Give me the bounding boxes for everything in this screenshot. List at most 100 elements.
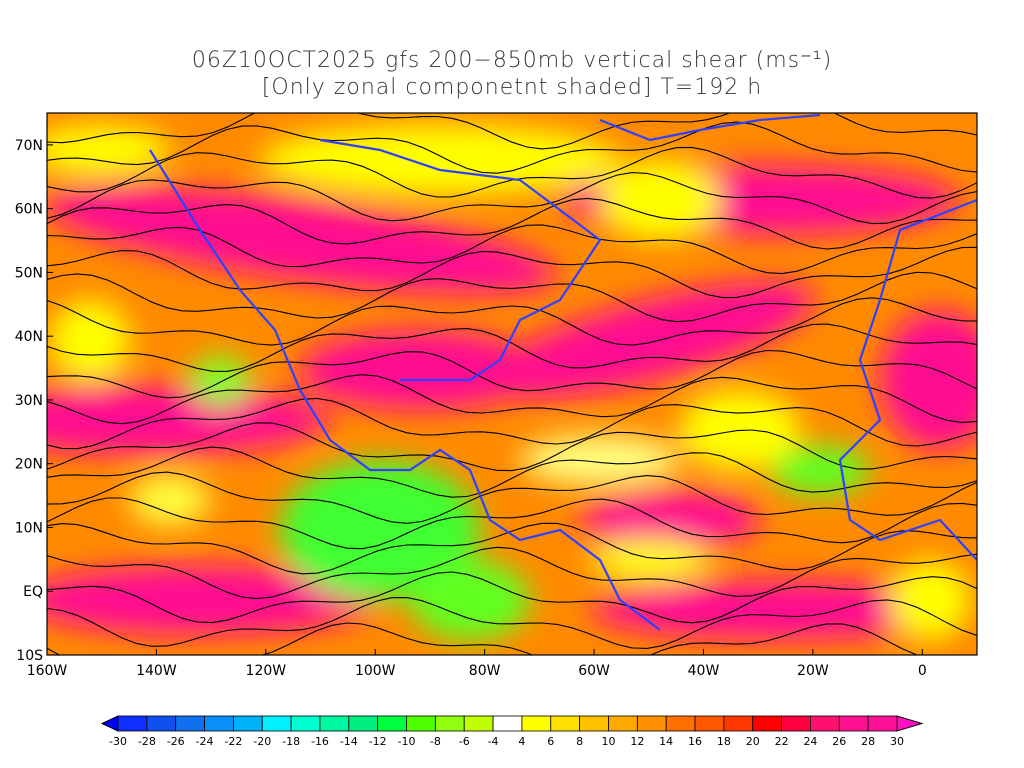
lat-tick-label: 60N: [15, 202, 43, 218]
colorbar-label: -14: [340, 735, 358, 748]
colorbar-swatch: [175, 715, 205, 732]
colorbar-swatch: [636, 715, 667, 732]
colorbar-swatch: [261, 715, 292, 732]
lon-tick-label: 60W: [578, 663, 610, 679]
lat-tick-label: 30N: [15, 393, 43, 409]
colorbar-swatch: [233, 715, 263, 732]
colorbar-label: 16: [688, 735, 702, 748]
streamline: [47, 522, 977, 575]
streamline: [47, 422, 977, 472]
colorbar-swatch: [434, 715, 465, 732]
colorbar-label: 6: [547, 735, 554, 748]
streamline: [47, 622, 920, 655]
streamline: [47, 471, 977, 524]
streamline: [47, 121, 977, 174]
colorbar-swatch: [463, 715, 494, 732]
lat-tick-label: 40N: [15, 329, 43, 345]
streamline: [47, 374, 977, 425]
colorbar-label: -20: [253, 735, 271, 748]
streamline: [47, 597, 977, 649]
colorbar-swatch: [723, 715, 754, 732]
streamline: [47, 497, 977, 550]
colorbar-swatch: [146, 715, 177, 732]
colorbar-label: -8: [430, 735, 441, 748]
streamline: [47, 271, 977, 323]
lon-tick-label: 40W: [688, 663, 720, 679]
lon-tick-label: 20W: [797, 663, 829, 679]
lat-tick-label: 50N: [15, 265, 43, 281]
colorbar-label: -28: [138, 735, 156, 748]
colorbar-label: 28: [861, 735, 875, 748]
streamline: [47, 297, 977, 346]
colorbar-swatch: [608, 715, 638, 732]
shaded-field: [47, 113, 977, 655]
colorbar-swatch: [377, 715, 407, 732]
colorbar-label: -22: [224, 735, 242, 748]
streamline: [47, 349, 977, 399]
streamline: [47, 571, 977, 624]
map-frame: [46, 112, 978, 656]
colorbar-swatch: [406, 715, 436, 732]
streamline: [47, 146, 977, 199]
colorbar-label: 22: [775, 735, 789, 748]
colorbar: -30 -28 -26 -24 -22 -20 -18 -16 -14 -12 -10 -8 -6 -4 4…: [100, 715, 924, 748]
colorbar-label: -4: [488, 735, 499, 748]
colorbar-label: -30: [109, 735, 127, 748]
lon-tick-label: 0: [918, 663, 927, 679]
colorbar-label: 20: [746, 735, 760, 748]
chart-title: 06Z10OCT2025 gfs 200−850mb vertical shea…: [191, 48, 833, 73]
lat-tick-label: 20N: [15, 457, 43, 473]
colorbar-label: -16: [311, 735, 329, 748]
colorbar-label: 4: [518, 735, 525, 748]
streamline: [47, 172, 977, 225]
colorbar-swatch: [867, 715, 898, 732]
colorbar-swatch: [665, 715, 696, 732]
coastlines: [149, 113, 977, 631]
colorbar-swatch: [348, 715, 379, 732]
colorbar-over-arrow: [896, 715, 924, 732]
colorbar-label: -26: [167, 735, 185, 748]
streamline: [47, 323, 977, 372]
lon-tick-label: 140W: [136, 663, 177, 679]
lat-tick-label: EQ: [23, 584, 43, 600]
colorbar-swatch: [204, 715, 234, 732]
streamlines: [47, 113, 977, 655]
colorbar-swatch: [117, 715, 148, 732]
lat-tick-label: 10N: [15, 520, 43, 536]
colorbar-swatch: [550, 715, 581, 732]
colorbar-label: -24: [196, 735, 214, 748]
streamline: [47, 113, 977, 150]
colorbar-label: 12: [630, 735, 644, 748]
colorbar-swatch: [752, 715, 782, 732]
colorbar-swatch: [810, 715, 840, 732]
streamline: [47, 246, 977, 299]
colorbar-swatch: [838, 715, 869, 732]
lon-tick-label: 120W: [246, 663, 287, 679]
lat-tick-label: 70N: [15, 138, 43, 154]
colorbar-swatch: [521, 715, 552, 732]
streamline: [47, 397, 977, 450]
streamline: [47, 224, 977, 275]
chart-subtitle: [Only zonal componetnt shaded] T=192 h: [261, 75, 763, 100]
colorbar-label: -12: [369, 735, 387, 748]
colorbar-label: 24: [803, 735, 817, 748]
streamline: [47, 546, 977, 600]
colorbar-label: 30: [890, 735, 904, 748]
colorbar-label: -6: [459, 735, 470, 748]
colorbar-label: 26: [832, 735, 846, 748]
colorbar-swatch: [694, 715, 725, 732]
colorbar-label: -18: [282, 735, 300, 748]
lon-tick-label: 100W: [355, 663, 396, 679]
colorbar-swatch: [781, 715, 811, 732]
colorbar-under-arrow: [100, 715, 119, 732]
lon-tick-label: 80W: [469, 663, 501, 679]
colorbar-swatch: [579, 715, 609, 732]
colorbar-label: 8: [576, 735, 583, 748]
streamline: [47, 197, 977, 250]
colorbar-label: -10: [398, 735, 416, 748]
lon-tick-label: 160W: [27, 663, 68, 679]
colorbar-swatch: [492, 715, 523, 732]
colorbar-label: 18: [717, 735, 731, 748]
colorbar-label: 10: [601, 735, 615, 748]
